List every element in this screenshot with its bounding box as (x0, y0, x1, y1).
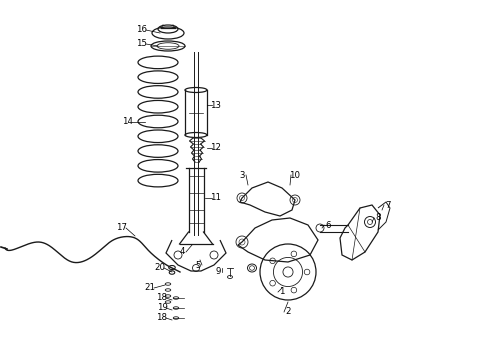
Text: 14: 14 (122, 117, 133, 126)
Text: 20: 20 (154, 264, 166, 273)
Text: 5: 5 (195, 261, 201, 270)
Text: 21: 21 (145, 284, 155, 292)
Text: 13: 13 (211, 100, 221, 109)
Text: 6: 6 (325, 220, 331, 230)
Text: 8: 8 (375, 213, 381, 222)
Text: 18: 18 (156, 293, 168, 302)
Text: 12: 12 (211, 144, 221, 153)
Text: 17: 17 (117, 224, 127, 233)
Text: 15: 15 (137, 40, 147, 49)
Text: 10: 10 (290, 171, 300, 180)
Text: 9: 9 (215, 267, 221, 276)
Text: 11: 11 (211, 194, 221, 202)
Text: 1: 1 (279, 288, 285, 297)
Text: 18: 18 (156, 314, 168, 323)
Text: 7: 7 (385, 201, 391, 210)
Text: 2: 2 (285, 307, 291, 316)
Text: 16: 16 (137, 26, 147, 35)
Text: 3: 3 (239, 171, 245, 180)
Text: 4: 4 (179, 248, 185, 256)
Text: 19: 19 (157, 303, 168, 312)
